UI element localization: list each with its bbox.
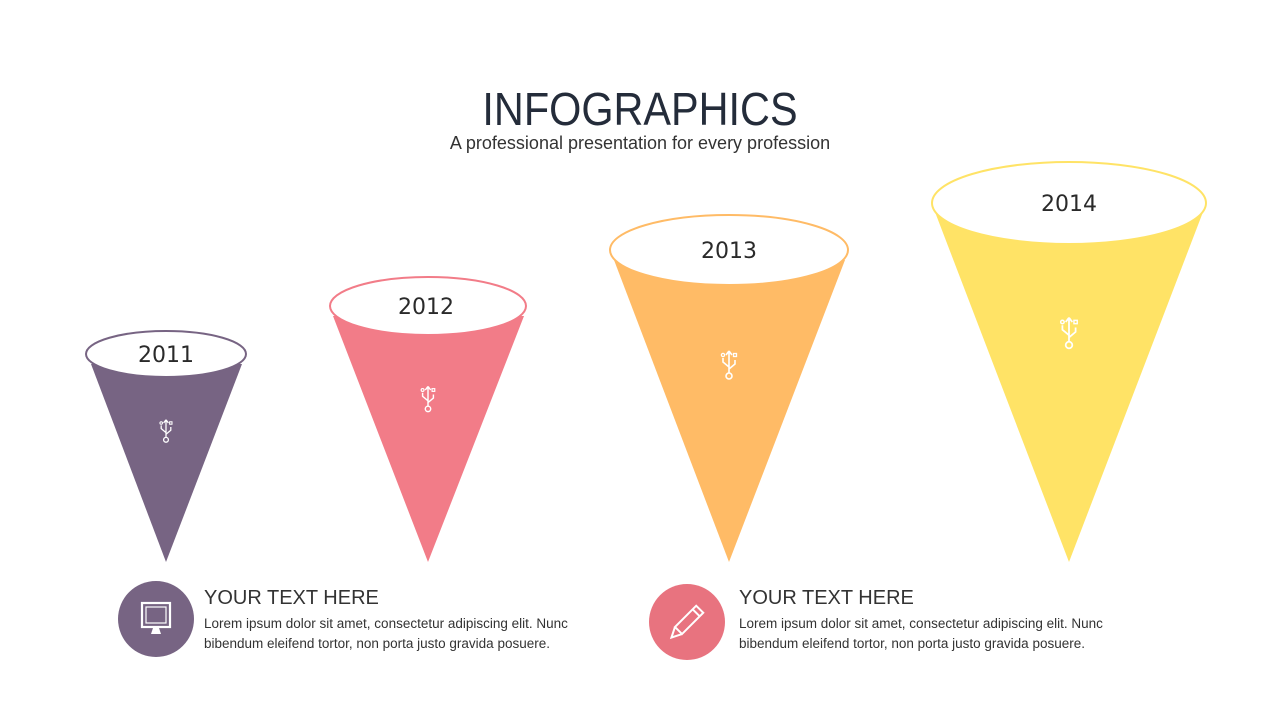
- item-body-line2: bibendum eleifend tortor, non porta just…: [739, 636, 1085, 651]
- cone-body: [935, 212, 1203, 562]
- page-subtitle: A professional presentation for every pr…: [449, 133, 831, 153]
- item-heading: YOUR TEXT HERE: [204, 587, 379, 609]
- year-label: 2013: [701, 239, 757, 264]
- cone-body: [333, 316, 524, 562]
- icon-circle: [118, 581, 194, 657]
- item-heading: YOUR TEXT HERE: [739, 587, 914, 609]
- cone-body: [91, 364, 242, 562]
- cone-top-ellipse: [85, 330, 247, 378]
- pencil-icon: [669, 604, 705, 640]
- cone-top-ellipse: [609, 214, 849, 286]
- item-body-line1: Lorem ipsum dolor sit amet, consectetur …: [739, 616, 1103, 631]
- item-body-line2: bibendum eleifend tortor, non porta just…: [204, 636, 550, 651]
- monitor-icon: [140, 601, 172, 634]
- cone-top-ellipse: [931, 161, 1207, 245]
- item-body-line1: Lorem ipsum dolor sit amet, consectetur …: [204, 616, 568, 631]
- cone-2011: 2011: [85, 330, 247, 562]
- page-title: INFOGRAPHICS: [482, 83, 798, 135]
- cone-body: [614, 260, 845, 562]
- year-label: 2014: [1041, 192, 1097, 217]
- year-label: 2012: [398, 295, 454, 320]
- cone-2014: 2014: [931, 161, 1207, 562]
- cone-2012: 2012: [329, 276, 527, 562]
- cone-2013: 2013: [609, 214, 849, 562]
- icon-circle: [649, 584, 725, 660]
- cone-top-ellipse: [329, 276, 527, 336]
- year-label: 2011: [138, 343, 194, 368]
